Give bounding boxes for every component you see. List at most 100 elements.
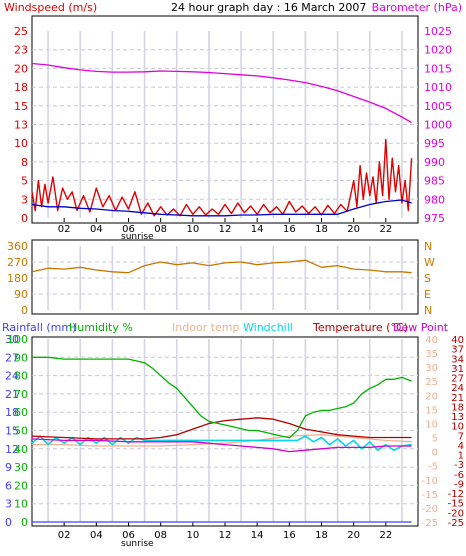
temperature-tick-label: 7 (458, 431, 464, 442)
indoor-tick-label: -15 (422, 490, 438, 501)
temperature-series (31, 356, 412, 523)
right-tick-label: E (424, 288, 431, 301)
left-tick-label: 180 (7, 272, 28, 285)
temperature-tick-label: 34 (451, 354, 464, 365)
left-tick-label: 0 (21, 516, 28, 529)
rain-tick-label: 3 (5, 498, 12, 511)
left-tick-label: 90 (14, 351, 28, 364)
temperature-tick-label: -15 (448, 499, 464, 510)
indoor-tick-label: 35 (425, 349, 438, 360)
temperature-line (31, 417, 412, 440)
direction-panel-frame (31, 239, 419, 315)
left-tick-label: 0 (21, 212, 28, 225)
wind-ticks: 0 3 5 8 10 13 15 18 20 23 25 (14, 25, 28, 225)
legend-dewpoint: Dew Point (393, 321, 449, 334)
chart-title: 24 hour graph day : 16 March 2007 (171, 1, 366, 14)
temperature-tick-label: 4 (458, 441, 464, 452)
sunrise-label: sunrise (121, 232, 154, 242)
left-tick-label: 30 (14, 461, 28, 474)
left-tick-label: 10 (14, 498, 28, 511)
wind-direction-line (31, 259, 412, 274)
dewpoint-line (31, 438, 412, 453)
rain-tick-label: 15 (5, 425, 19, 438)
indoor-tick-label: -5 (428, 462, 438, 473)
x-tick-label: 06 (122, 224, 135, 235)
humidity-line (32, 356, 412, 439)
barometer-ticks: 975 980 985 990 995 1000 1005 1010 1015 1020 1025 (424, 25, 452, 225)
right-tick-label: 1020 (424, 44, 452, 57)
right-tick-label: 975 (424, 212, 445, 225)
temperature-tick-label: 18 (451, 402, 464, 413)
x-tick-label: 08 (154, 224, 167, 235)
left-tick-label: 70 (14, 388, 28, 401)
left-tick-label: 3 (21, 193, 28, 206)
temperature-tick-label: 37 (451, 345, 464, 356)
left-tick-label: 13 (14, 119, 28, 132)
left-tick-label: 18 (14, 81, 28, 94)
temperature-tick-label: 31 (451, 364, 464, 375)
legend-windchill: Windchill (243, 321, 293, 334)
left-tick-label: 40 (14, 443, 28, 456)
right-tick-label: N (424, 240, 432, 253)
direction-grid (32, 246, 418, 310)
rain-tick-label: 0 (5, 516, 12, 529)
right-tick-label: 1015 (424, 62, 452, 75)
direction-series (31, 259, 412, 274)
x-tick-label: 08 (154, 530, 167, 541)
indoor-tick-label: 20 (425, 391, 438, 402)
temperature-tick-label: -25 (448, 518, 464, 529)
temperature-tick-label: -20 (448, 508, 464, 519)
temperature-grid (32, 339, 418, 522)
right-tick-label: 985 (424, 175, 445, 188)
temperature-panel-frame (31, 336, 419, 527)
indoor-line (32, 434, 412, 447)
indoor-temp-ticks: -25 -20 -15 -10 -5 0 5 10 15 20 25 30 35 40 (422, 335, 438, 529)
right-tick-label: S (424, 272, 431, 285)
indoor-tick-label: -10 (422, 476, 438, 487)
indoor-tick-label: -20 (422, 504, 438, 515)
direction-degree-ticks: 0 90 180 270 360 (7, 240, 28, 317)
left-tick-label: 10 (14, 137, 28, 150)
sunrise-label-bottom: sunrise (121, 539, 154, 549)
barometer-axis-label: Barometer (hPa) (372, 1, 462, 14)
x-tick-label: 12 (219, 224, 232, 235)
wind-barometer-series (31, 62, 413, 217)
temperature-tick-label: 21 (451, 393, 464, 404)
left-tick-label: 80 (14, 370, 28, 383)
x-tick-label: 18 (315, 530, 328, 541)
x-tick-label: 20 (347, 224, 360, 235)
indoor-tick-label: 30 (425, 363, 438, 374)
temperature-tick-label: -6 (454, 470, 464, 481)
left-tick-label: 60 (14, 406, 28, 419)
temperature-tick-label: -12 (448, 489, 464, 500)
x-tick-label: 18 (315, 224, 328, 235)
gust_avg-line (31, 199, 412, 217)
legend-temperature: Temperature (°C) (312, 321, 408, 334)
wind-hour-ticks: 02 04 06 08 10 12 14 16 18 20 22 (58, 218, 392, 235)
legend-indoor-temp: Indoor temp (172, 321, 239, 334)
temperature-tick-label: 24 (451, 383, 464, 394)
x-tick-label: 12 (219, 530, 232, 541)
temperature-tick-label: 40 (451, 335, 464, 346)
right-tick-label: 995 (424, 137, 445, 150)
x-tick-label: 22 (379, 530, 392, 541)
x-tick-label: 10 (186, 224, 199, 235)
left-tick-label: 23 (14, 44, 28, 57)
x-tick-label: 06 (122, 530, 135, 541)
temperature-ticks: -25-20-15-12-9-6-31471013182124273134374… (448, 335, 464, 529)
temperature-hour-ticks: 02 04 06 08 10 12 14 16 18 20 22 (58, 522, 392, 541)
rain-tick-label: 21 (5, 388, 19, 401)
x-tick-label: 22 (379, 224, 392, 235)
x-tick-label: 20 (347, 530, 360, 541)
wind-panel-grid (32, 31, 418, 218)
rain-tick-label: 18 (5, 406, 19, 419)
left-tick-label: 5 (21, 175, 28, 188)
temperature-tick-label: 1 (458, 451, 464, 462)
x-tick-label: 16 (283, 224, 296, 235)
x-tick-label: 10 (186, 530, 199, 541)
left-tick-label: 100 (7, 333, 28, 346)
left-tick-label: 20 (14, 62, 28, 75)
left-tick-label: 20 (14, 479, 28, 492)
